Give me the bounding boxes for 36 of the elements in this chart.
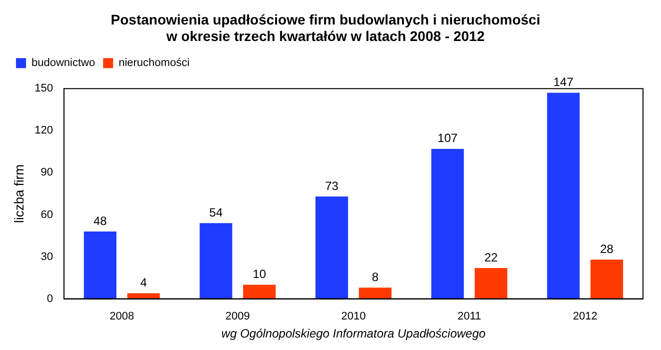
bar — [243, 284, 276, 299]
data-label: 10 — [252, 267, 266, 282]
y-tick-label: 30 — [40, 250, 53, 263]
bar — [315, 196, 348, 299]
data-label: 48 — [93, 214, 108, 228]
bar — [200, 223, 232, 299]
data-label: 147 — [553, 75, 574, 90]
data-label: 73 — [325, 178, 339, 193]
data-label: 107 — [438, 131, 458, 146]
y-tick-label: 0 — [46, 292, 53, 305]
y-tick-label: 90 — [40, 166, 53, 179]
bar — [431, 148, 464, 299]
data-label: 22 — [484, 250, 498, 264]
data-label: 8 — [372, 270, 379, 284]
bar — [358, 288, 392, 299]
bar — [474, 268, 508, 299]
x-tick-label: 2009 — [225, 310, 250, 322]
data-label: 54 — [209, 205, 223, 220]
x-tick-label: 2008 — [110, 310, 134, 322]
y-tick-label: 120 — [34, 124, 53, 137]
chart-title: Postanowienia upadłościowe firm budowlanych i nieruchomości w okresie trzech kwartałów w latach 2008 - 2012 — [110, 11, 540, 44]
y-axis-title: liczba firm — [11, 164, 26, 223]
x-tick-label: 2011 — [457, 310, 482, 322]
legend-label: budownictwo — [32, 57, 96, 70]
x-tick-label: 2010 — [341, 310, 366, 322]
y-tick-label: 150 — [34, 82, 53, 95]
y-tick-label: 60 — [40, 208, 53, 221]
data-label: 4 — [140, 276, 148, 290]
text: wg Ogólnopolskiego Informatora Upadłościowego — [221, 326, 486, 340]
bar — [547, 92, 580, 299]
data-label: 28 — [600, 242, 614, 256]
bar — [590, 260, 624, 299]
bar — [84, 232, 116, 299]
x-tick-label: 2012 — [572, 310, 598, 322]
bar — [127, 293, 160, 299]
legend-label: nieruchomości — [118, 57, 190, 70]
